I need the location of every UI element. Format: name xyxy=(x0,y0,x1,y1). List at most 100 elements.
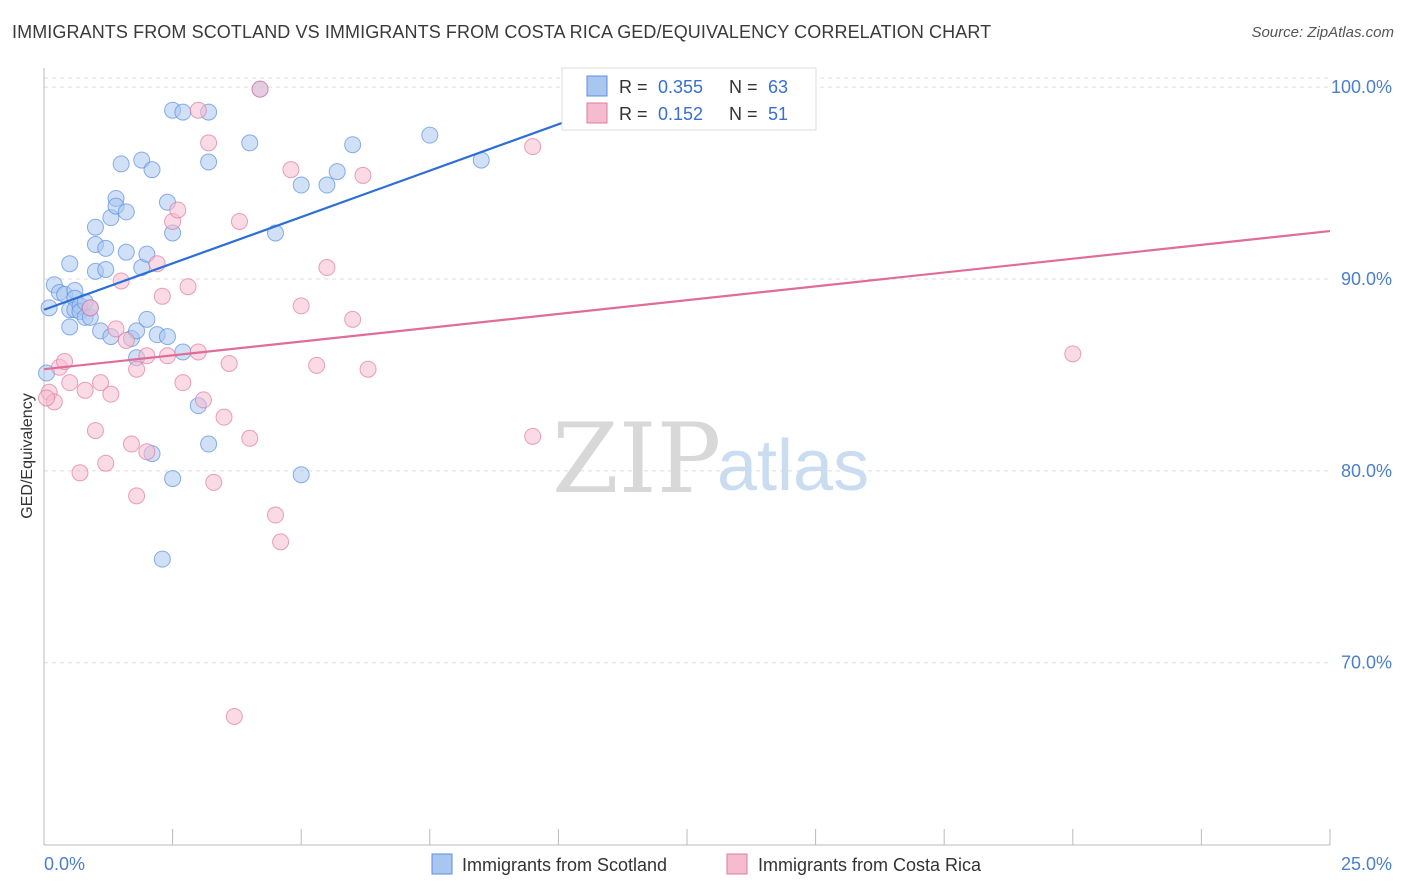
point-costa-rica xyxy=(200,134,218,152)
point-costa-rica xyxy=(97,454,115,472)
data-points xyxy=(38,78,1082,725)
point-costa-rica xyxy=(122,435,140,453)
legend-r-value-costa-rica: 0.152 xyxy=(658,104,703,124)
series-legend: Immigrants from Scotland Immigrants from… xyxy=(431,853,982,875)
point-scotland xyxy=(200,153,218,171)
point-scotland xyxy=(174,103,192,121)
point-scotland xyxy=(138,310,156,328)
y-tick-label: 80.0% xyxy=(1341,461,1392,481)
point-costa-rica xyxy=(86,422,104,440)
legend-n-value-scotland: 63 xyxy=(768,77,788,97)
grid-lines xyxy=(44,77,1330,664)
point-scotland xyxy=(117,203,135,221)
legend-n-value-costa-rica: 51 xyxy=(768,104,788,124)
point-costa-rica xyxy=(138,347,156,365)
point-costa-rica xyxy=(215,408,233,426)
legend-r-value-scotland: 0.355 xyxy=(658,77,703,97)
point-costa-rica xyxy=(128,487,146,505)
point-scotland xyxy=(241,134,259,152)
legend-swatch-costa-rica xyxy=(586,102,608,124)
point-costa-rica xyxy=(169,201,187,219)
trend-line-costa-rica xyxy=(43,229,1331,371)
point-costa-rica xyxy=(266,506,284,524)
x-tick-label-max: 25.0% xyxy=(1341,854,1392,874)
point-costa-rica xyxy=(179,278,197,296)
source-label: Source: ZipAtlas.com xyxy=(1251,24,1394,41)
point-costa-rica xyxy=(153,287,171,305)
trend-line-scotland xyxy=(43,86,662,311)
point-costa-rica xyxy=(282,161,300,179)
legend-r-label-scotland: R = xyxy=(619,77,648,97)
point-scotland xyxy=(97,239,115,257)
point-scotland xyxy=(117,243,135,261)
watermark-zip: ZIP xyxy=(552,403,721,515)
x-axis-ticks xyxy=(43,829,1331,845)
point-costa-rica xyxy=(359,360,377,378)
x-tick-label-min: 0.0% xyxy=(44,854,85,874)
point-costa-rica xyxy=(524,427,542,445)
point-scotland xyxy=(318,176,336,194)
point-costa-rica xyxy=(524,138,542,156)
point-scotland xyxy=(266,224,284,242)
point-scotland xyxy=(61,255,79,273)
legend-n-label-costa-rica: N = xyxy=(729,104,758,124)
y-axis-title: GED/Equivalency xyxy=(19,393,36,518)
point-costa-rica xyxy=(194,391,212,409)
point-costa-rica xyxy=(81,299,99,317)
chart-title: IMMIGRANTS FROM SCOTLAND VS IMMIGRANTS F… xyxy=(12,22,992,42)
bottom-legend-label-scotland: Immigrants from Scotland xyxy=(462,855,667,875)
point-costa-rica xyxy=(272,533,290,551)
legend-n-label-scotland: N = xyxy=(729,77,758,97)
point-scotland xyxy=(344,136,362,154)
point-costa-rica xyxy=(61,374,79,392)
point-scotland xyxy=(112,155,130,173)
point-costa-rica xyxy=(71,464,89,482)
point-costa-rica xyxy=(308,356,326,374)
point-costa-rica xyxy=(92,374,110,392)
point-scotland xyxy=(200,435,218,453)
y-tick-label: 100.0% xyxy=(1331,77,1392,97)
point-costa-rica xyxy=(344,310,362,328)
point-costa-rica xyxy=(128,360,146,378)
legend-swatch-scotland xyxy=(586,75,608,97)
point-costa-rica xyxy=(1064,345,1082,363)
point-costa-rica xyxy=(241,429,259,447)
point-scotland xyxy=(421,126,439,144)
point-scotland xyxy=(158,328,176,346)
point-scotland xyxy=(292,176,310,194)
point-scotland xyxy=(328,163,346,181)
point-costa-rica xyxy=(220,354,238,372)
watermark-atlas: atlas xyxy=(717,426,869,506)
point-scotland xyxy=(61,318,79,336)
point-scotland xyxy=(97,260,115,278)
bottom-legend-swatch-scotland xyxy=(431,853,453,875)
point-scotland xyxy=(153,550,171,568)
point-costa-rica xyxy=(292,297,310,315)
point-costa-rica xyxy=(318,259,336,277)
legend-r-label-costa-rica: R = xyxy=(619,104,648,124)
y-tick-label: 70.0% xyxy=(1341,653,1392,673)
point-costa-rica xyxy=(38,389,56,407)
point-costa-rica xyxy=(189,101,207,119)
bottom-legend-swatch-costa-rica xyxy=(726,853,748,875)
point-scotland xyxy=(174,343,192,361)
point-scotland xyxy=(86,218,104,236)
point-costa-rica xyxy=(117,331,135,349)
point-costa-rica xyxy=(107,320,125,338)
point-costa-rica xyxy=(138,443,156,461)
y-tick-labels: 70.0% 80.0% 90.0% 100.0% xyxy=(1331,77,1392,673)
y-tick-label: 90.0% xyxy=(1341,269,1392,289)
point-costa-rica xyxy=(76,381,94,399)
bottom-legend-label-costa-rica: Immigrants from Costa Rica xyxy=(758,855,982,875)
point-scotland xyxy=(143,161,161,179)
trend-lines xyxy=(43,86,1331,371)
point-costa-rica xyxy=(225,707,243,725)
point-costa-rica xyxy=(174,374,192,392)
point-costa-rica xyxy=(205,473,223,491)
point-costa-rica xyxy=(102,385,120,403)
point-scotland xyxy=(164,470,182,488)
point-scotland xyxy=(292,466,310,484)
point-costa-rica xyxy=(251,80,269,98)
correlation-legend: R = 0.355 N = 63 R = 0.152 N = 51 xyxy=(561,67,817,131)
